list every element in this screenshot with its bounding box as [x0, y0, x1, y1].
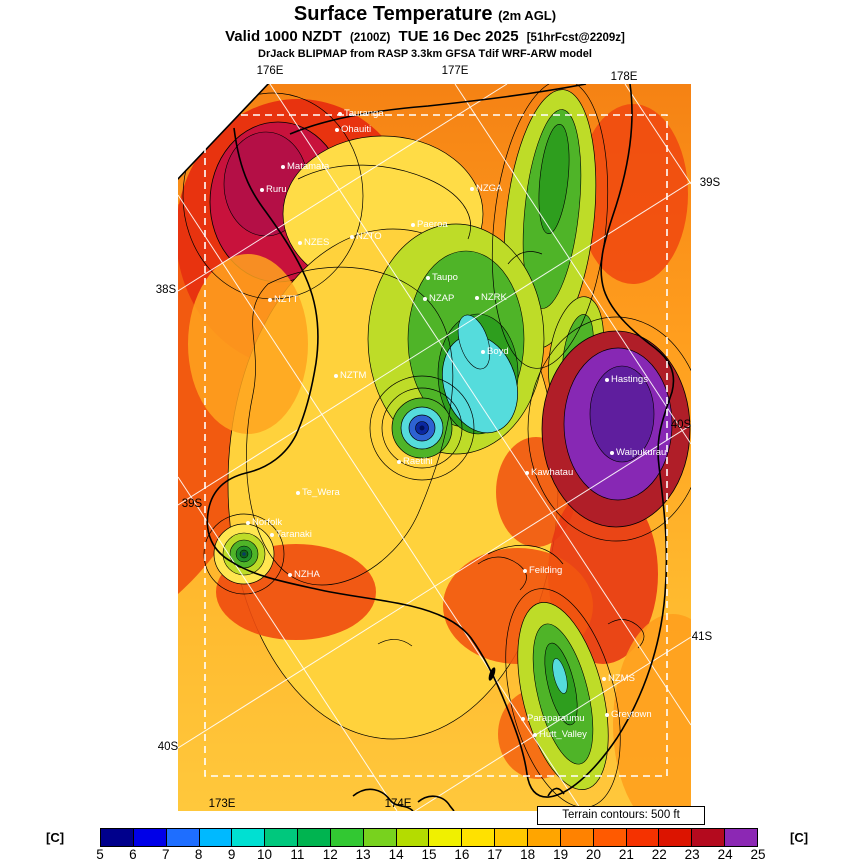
title-suffix: (2m AGL): [498, 8, 557, 23]
colorbar-tick-25: 25: [750, 847, 766, 860]
valid-date: TUE 16 Dec 2025: [398, 28, 519, 45]
grid-label-41S: 41S: [691, 631, 713, 643]
valid-time-line: Valid 1000 NZDT (2100Z) TUE 16 Dec 2025 …: [0, 28, 850, 45]
valid-prefix: Valid 1000 NZDT: [225, 28, 342, 45]
colorbar-tick-24: 24: [717, 847, 733, 860]
map-image: [178, 84, 691, 811]
colorbar-tick-23: 23: [684, 847, 700, 860]
colorbar-segment-21-22: [625, 829, 659, 846]
grid-label-178E: 178E: [610, 71, 638, 83]
colorbar-segment-24-25: [724, 829, 757, 846]
colorbar-segment-20-21: [592, 829, 626, 846]
colorbar-tick-18: 18: [520, 847, 536, 860]
grid-label-39S: 39S: [699, 177, 721, 189]
grid-label-40S: 40S: [157, 741, 179, 753]
forecast-info: [51hrFcst@2209z]: [526, 32, 625, 44]
colorbar-segment-10-11: [264, 829, 298, 846]
coastline: [178, 84, 675, 811]
colorbar-tick-10: 10: [256, 847, 273, 860]
page-title: Surface Temperature (2m AGL): [0, 3, 850, 26]
colorbar-segment-11-12: [297, 829, 330, 846]
colorbar-tick-8: 8: [194, 847, 203, 860]
colorbar-tick-17: 17: [487, 847, 503, 860]
colorbar-tick-20: 20: [585, 847, 602, 860]
title-text: Surface Temperature: [293, 3, 493, 25]
graticule-lines: [178, 84, 691, 811]
colorbar-tick-14: 14: [388, 847, 404, 860]
colorbar-segment-18-19: [526, 829, 560, 846]
colorbar-tick-9: 9: [227, 847, 236, 860]
colorbar-tick-5: 5: [96, 847, 104, 860]
colorbar: [100, 828, 758, 847]
model-info-line: DrJack BLIPMAP from RASP 3.3km GFSA Tdif…: [258, 48, 592, 60]
colorbar-segment-23-24: [691, 829, 725, 846]
colorbar-tick-15: 15: [421, 847, 437, 860]
colorbar-segment-7-8: [165, 829, 199, 846]
colorbar-segment-9-10: [231, 829, 265, 846]
colorbar-tick-7: 7: [162, 847, 170, 860]
colorbar-tick-22: 22: [651, 847, 667, 860]
temperature-map: [178, 84, 691, 811]
model-domain-boundary: [204, 114, 668, 777]
temperature-field: [178, 84, 691, 811]
grid-label-176E: 176E: [256, 65, 284, 77]
grid-label-177E: 177E: [441, 65, 469, 77]
colorbar-tick-21: 21: [618, 847, 634, 860]
colorbar-segment-13-14: [362, 829, 396, 846]
colorbar-segment-6-7: [132, 829, 166, 846]
colorbar-segment-15-16: [428, 829, 462, 846]
colorbar-unit-right: [C]: [790, 830, 809, 845]
colorbar-segment-14-15: [395, 829, 429, 846]
colorbar-segment-19-20: [559, 829, 593, 846]
colorbar-tick-6: 6: [129, 847, 137, 860]
colorbar-segment-5-6: [101, 829, 133, 846]
kapiti-island: [488, 667, 496, 681]
valid-zulu: (2100Z): [350, 32, 391, 44]
colorbar-tick-16: 16: [454, 847, 470, 860]
terrain-contour-lines: [182, 84, 691, 808]
colorbar-tick-13: 13: [355, 847, 371, 860]
colorbar-tick-12: 12: [322, 847, 338, 860]
colorbar-segment-16-17: [461, 829, 495, 846]
colorbar-segment-22-23: [658, 829, 692, 846]
colorbar-segment-17-18: [494, 829, 527, 846]
colorbar-tick-19: 19: [553, 847, 569, 860]
colorbar-segment-8-9: [198, 829, 232, 846]
colorbar-tick-11: 11: [290, 847, 305, 860]
colorbar-unit-left: [C]: [46, 830, 65, 845]
colorbar-segment-12-13: [329, 829, 363, 846]
terrain-contours-note: Terrain contours: 500 ft: [537, 806, 705, 825]
grid-label-38S: 38S: [155, 284, 177, 296]
